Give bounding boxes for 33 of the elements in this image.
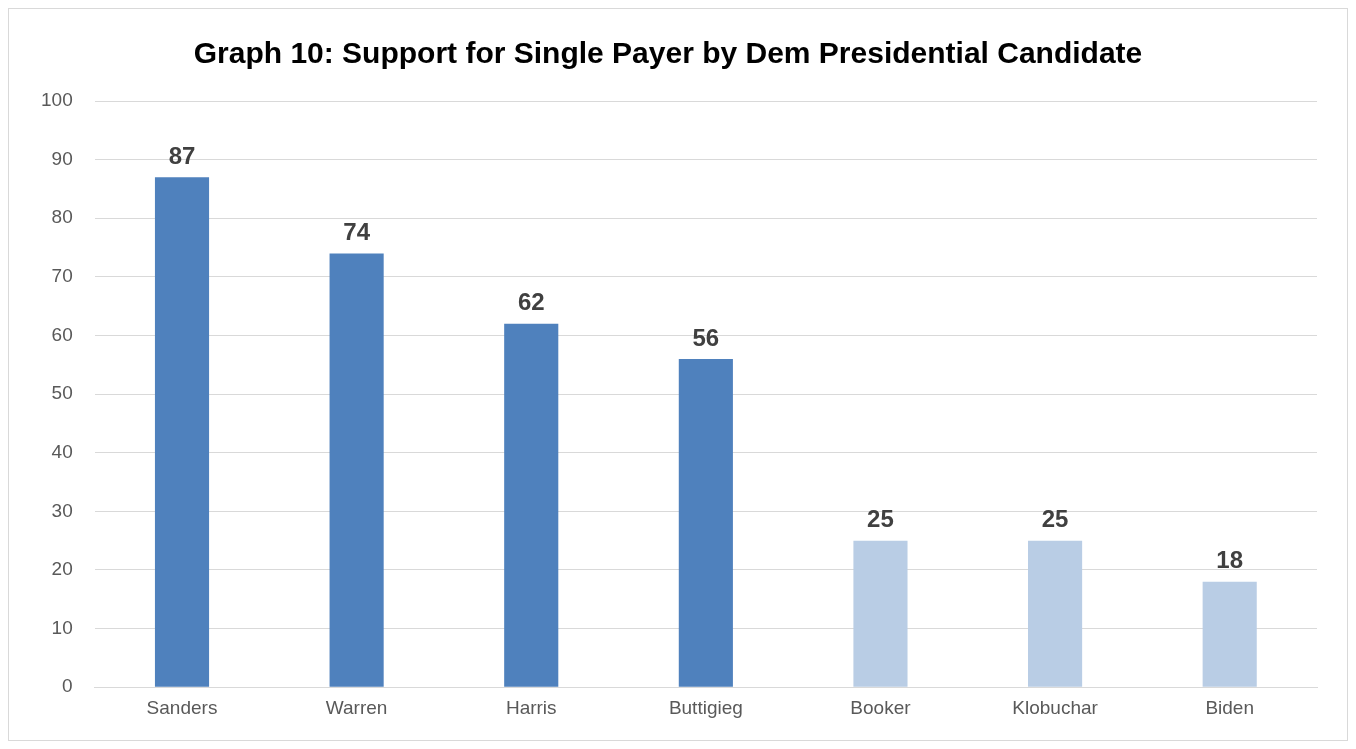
y-tick-label: 0 [62,675,73,697]
data-label: 62 [517,288,545,316]
y-tick-label: 60 [51,323,73,345]
data-label: 18 [1216,546,1244,574]
bar [154,177,210,687]
chart-title: Graph 10: Support for Single Payer by Dem Presidential Candidate [193,36,1143,70]
y-tick-label: 70 [51,265,73,287]
data-label: 25 [867,505,894,533]
y-tick-label: 100 [41,89,73,111]
y-tick-label: 90 [51,147,73,169]
bar [504,323,559,687]
y-tick-label: 10 [51,616,73,638]
bar [329,253,384,687]
data-label: 25 [1041,505,1069,533]
x-tick-label: Biden [1205,696,1254,718]
y-tick-label: 80 [51,206,73,228]
y-tick-label: 30 [51,499,73,521]
y-tick-label: 50 [51,382,73,404]
data-label: 87 [168,141,196,169]
bar [1028,540,1083,687]
x-tick-label: Klobuchar [1012,696,1099,718]
x-tick-label: Warren [325,696,388,718]
x-tick-label: Harris [505,696,557,718]
x-tick-label: Booker [850,696,912,718]
x-tick-label: Sanders [146,696,218,718]
y-tick-label: 40 [51,440,73,462]
bar [853,540,908,687]
data-label: 74 [343,218,371,246]
y-tick-label: 20 [51,558,73,580]
x-tick-label: Buttigieg [668,696,743,718]
data-label: 56 [692,323,720,351]
bar [1202,581,1257,687]
bar [678,358,733,687]
